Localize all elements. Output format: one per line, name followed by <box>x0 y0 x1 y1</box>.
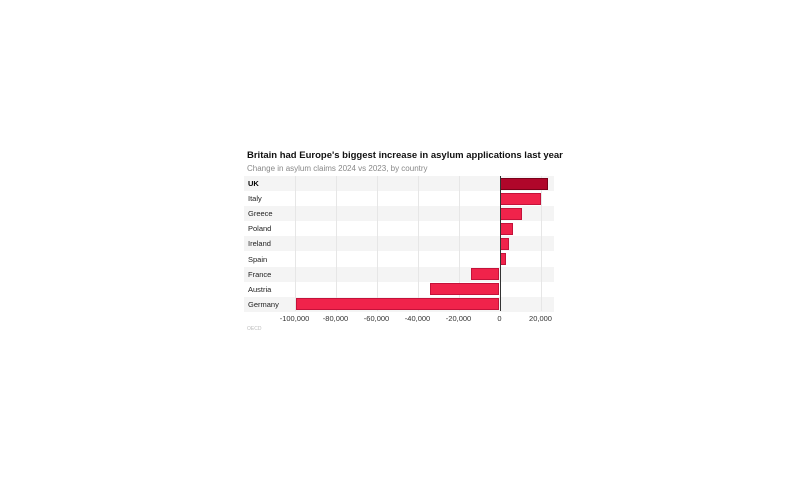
country-label: Austria <box>248 284 272 294</box>
row-background <box>244 206 554 222</box>
bar-austria <box>430 283 500 296</box>
bar-ireland <box>499 237 510 250</box>
gridline <box>294 176 296 311</box>
x-tick-label: -20,000 <box>445 314 472 323</box>
zero-axis-line <box>499 176 501 311</box>
bar-poland <box>499 222 513 235</box>
x-tick-label: 20,000 <box>529 314 552 323</box>
chart-title: Britain had Europe's biggest increase in… <box>247 150 563 161</box>
x-tick-label: -40,000 <box>404 314 431 323</box>
bar-france <box>471 268 500 281</box>
source-credit: OECD <box>247 326 262 332</box>
country-label: Italy <box>248 194 262 204</box>
country-label: Ireland <box>248 239 271 249</box>
bar-uk <box>499 177 548 190</box>
country-label: UK <box>248 179 259 188</box>
bar-germany <box>295 298 500 311</box>
x-tick-label: -60,000 <box>363 314 390 323</box>
country-label: Germany <box>248 299 279 309</box>
chart-subtitle: Change in asylum claims 2024 vs 2023, by… <box>247 164 428 173</box>
bar-italy <box>499 192 541 205</box>
gridline <box>417 176 419 311</box>
row-background <box>244 236 554 252</box>
gridline <box>376 176 378 311</box>
country-label: Greece <box>248 209 273 219</box>
x-tick-label: -100,000 <box>279 314 310 323</box>
gridline <box>458 176 460 311</box>
gridline <box>335 176 337 311</box>
country-label: France <box>248 269 272 279</box>
x-tick-label: -80,000 <box>322 314 349 323</box>
gridline <box>540 176 542 311</box>
bar-greece <box>499 207 523 220</box>
row-background <box>244 266 554 282</box>
x-tick-label: 0 <box>497 314 502 323</box>
country-label: Poland <box>248 224 272 234</box>
row-background <box>244 176 554 191</box>
country-label: Spain <box>248 254 268 264</box>
